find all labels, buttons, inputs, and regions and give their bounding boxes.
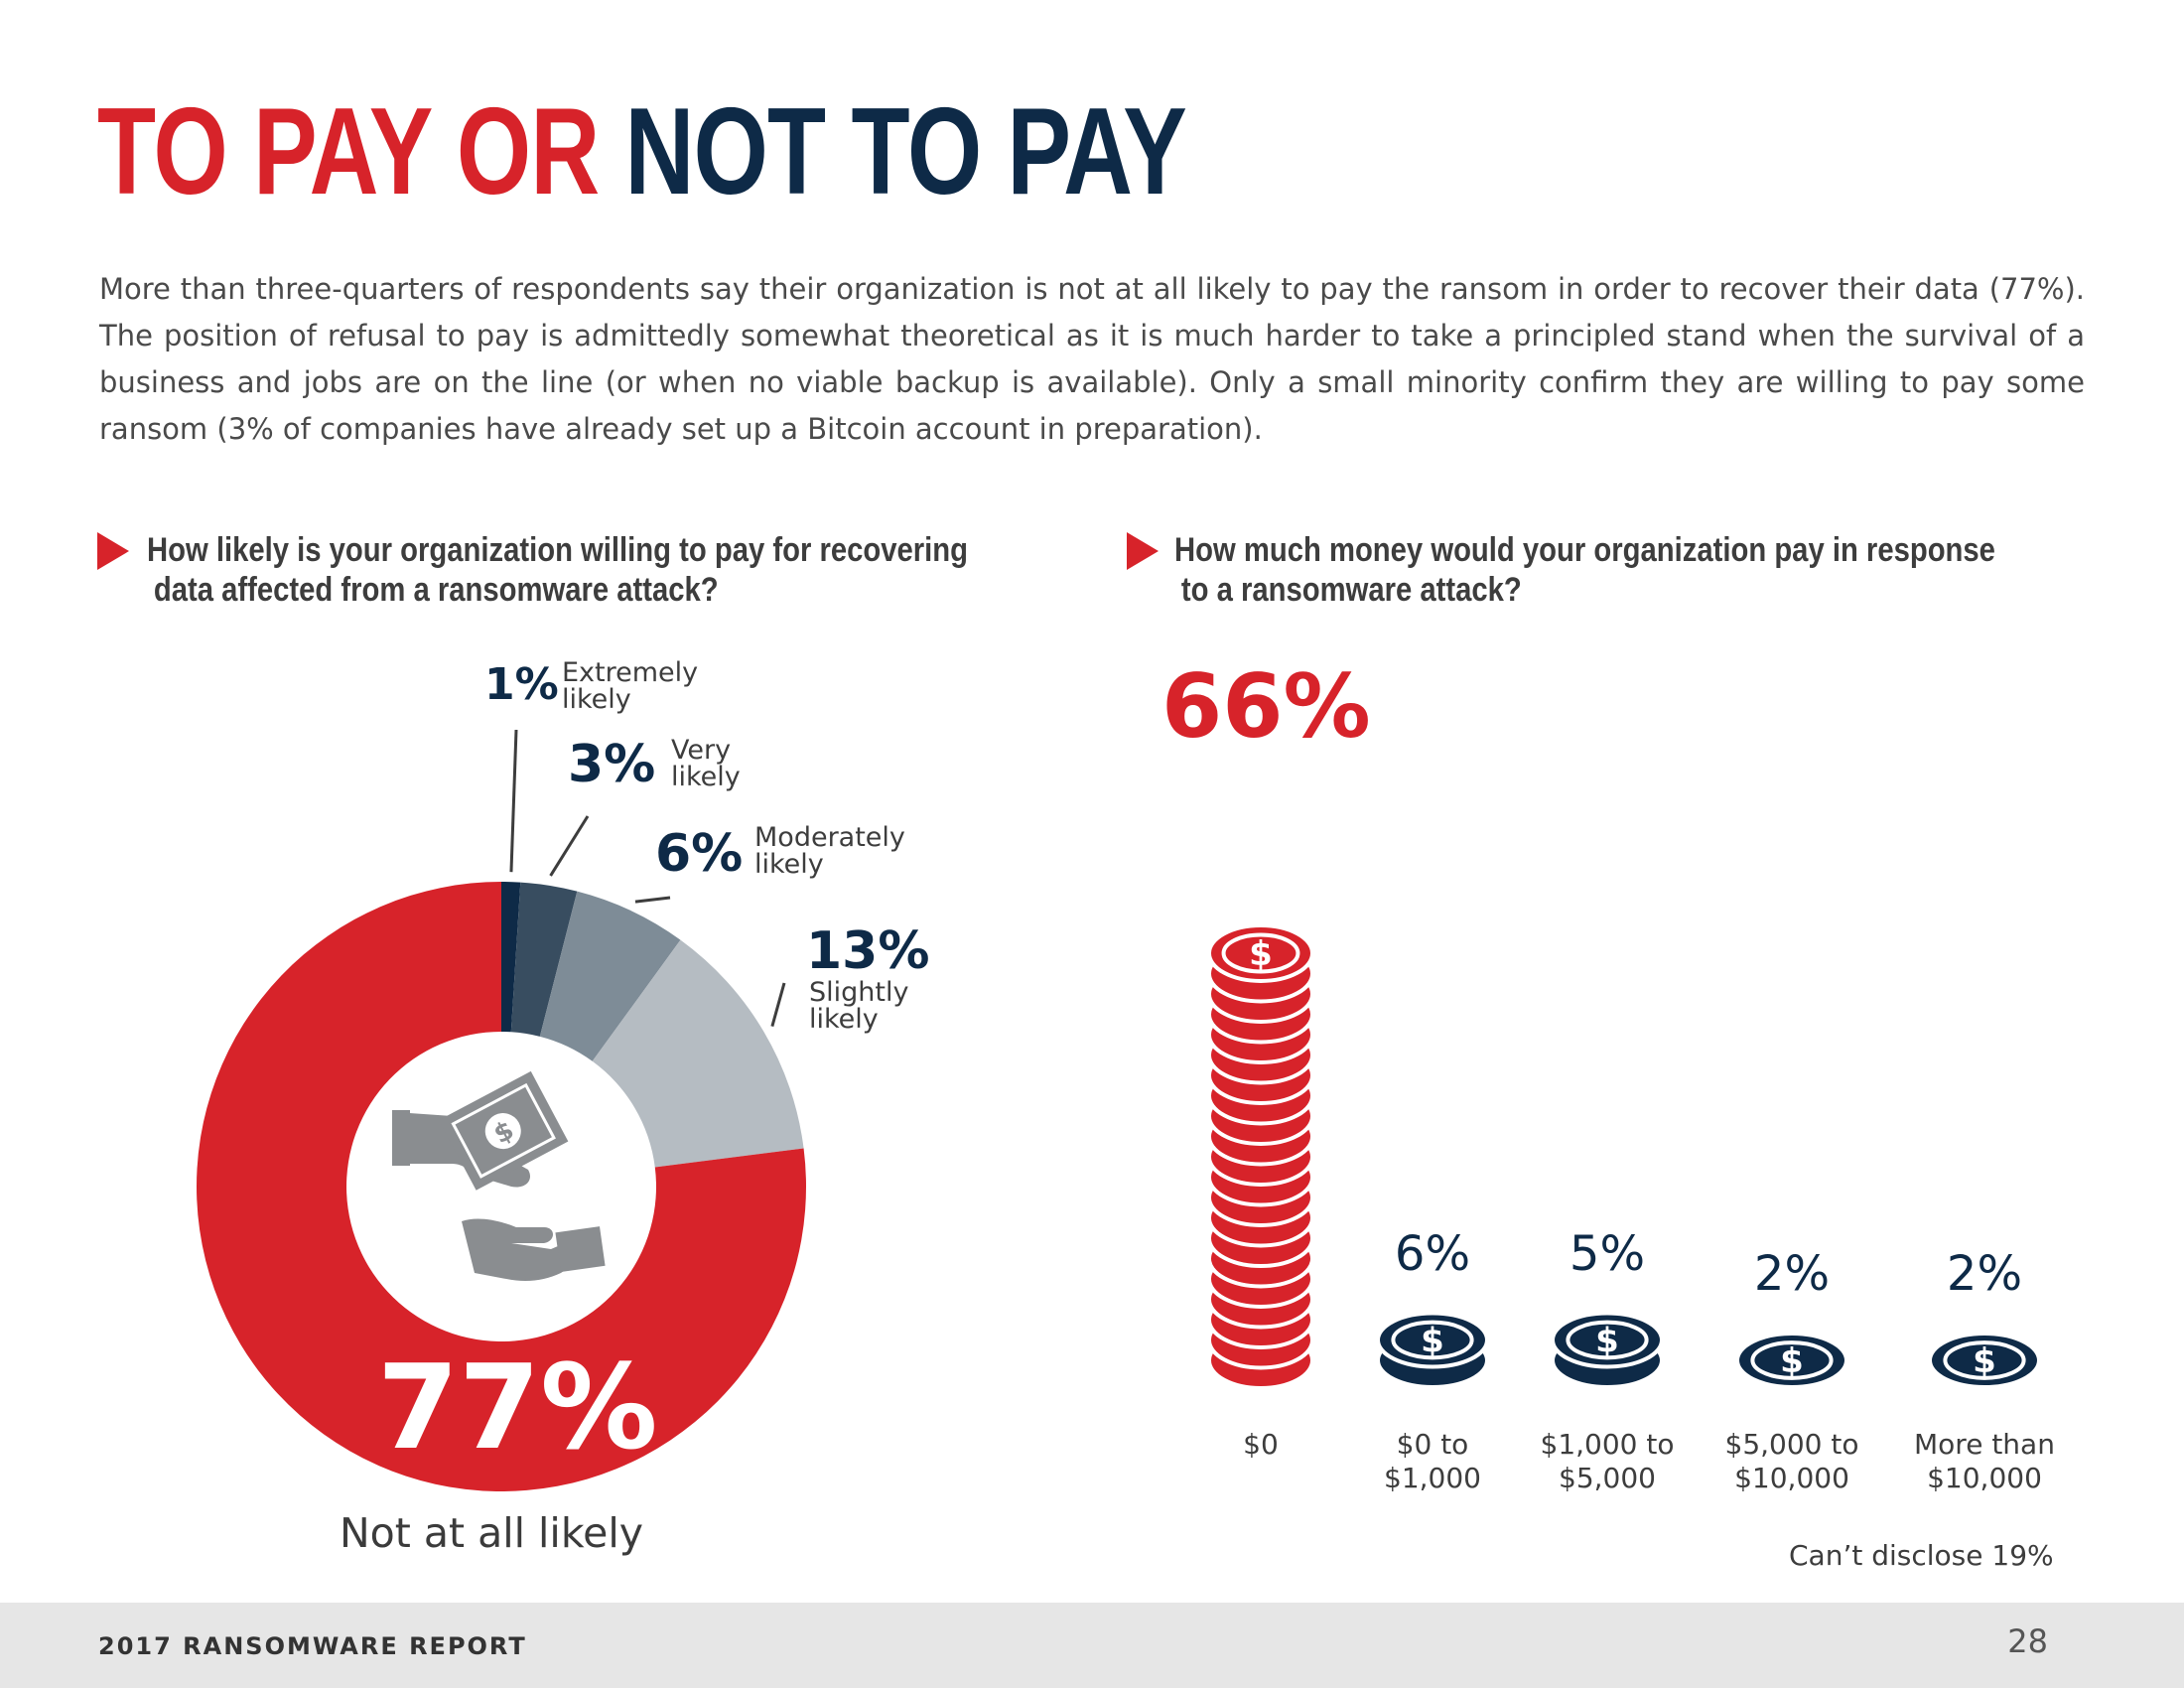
slice-pct-extremely: 1% (484, 659, 559, 710)
amount-coin-chart: $ $ $ $ $ (1207, 923, 2041, 1390)
bar-category-label: $1,000 to $5,000 (1540, 1428, 1675, 1494)
dollar-sign-icon: $ (1780, 1341, 1804, 1381)
coin-stack-2: $ (1551, 1311, 1664, 1389)
donut-slice-very-likely (510, 882, 578, 1037)
bar-category-label: More than $10,000 (1914, 1428, 2055, 1494)
cant-disclose-note: Can’t disclose 19% (1789, 1539, 2054, 1572)
likelihood-donut-chart: $ (196, 729, 806, 1491)
bar-pct-label: 2% (1753, 1246, 1831, 1302)
leader-line (549, 815, 590, 877)
bar-category-label: $0 (1243, 1428, 1279, 1461)
intro-paragraph: More than three-quarters of respondents … (99, 272, 2085, 446)
donut-slice-not-at-all-likely (196, 881, 806, 1491)
leader-line (509, 729, 518, 873)
leader-line (770, 982, 786, 1028)
triangle-bullet-icon (1127, 532, 1159, 570)
slice-pct-slightly: 13% (806, 921, 930, 981)
slice-label-extremely-line2: likely (562, 684, 631, 715)
question-amount-line2: to a ransomware attack? (1180, 571, 1522, 609)
slice-pct-very: 3% (568, 735, 656, 794)
slice-pct-not-at-all: 77% (377, 1338, 658, 1476)
footer-bar (0, 1603, 2184, 1688)
slice-label-moderately-line2: likely (754, 849, 824, 880)
dollar-sign-icon: $ (1595, 1322, 1619, 1361)
bar-pct-label: 66% (1161, 655, 1371, 758)
hands-money-icon: $ (392, 1070, 606, 1281)
coin-stack-0: $ (1207, 923, 1314, 1390)
coin-stacks: $ $ $ $ $ (1207, 923, 2041, 1390)
slice-label-extremely: Extremely likely (562, 659, 698, 713)
page-title: TO PAY OR NOT TO PAY (97, 77, 1187, 226)
bar-category-label: $5,000 to $10,000 (1724, 1428, 1859, 1494)
dollar-sign-icon: $ (1249, 934, 1273, 974)
slice-label-not-at-all: Not at all likely (340, 1509, 643, 1557)
slice-label-very-line1: Very (671, 735, 732, 766)
bar-pct-label: 6% (1394, 1225, 1471, 1282)
question-amount-line1: How much money would your organization p… (1174, 531, 1995, 569)
question-likelihood-line1: How likely is your organization willing … (147, 531, 968, 569)
slice-label-very-line2: likely (671, 762, 741, 792)
donut-slices (196, 881, 806, 1491)
triangle-bullet-icon (97, 532, 129, 570)
slice-label-very: Very likely (671, 737, 741, 790)
donut-slice-moderately-likely (539, 891, 681, 1061)
dollar-sign-icon: $ (1421, 1322, 1444, 1361)
donut-slice-slightly-likely (592, 939, 804, 1168)
slice-label-slightly-line2: likely (809, 1004, 879, 1035)
coin-stack-3: $ (1735, 1332, 1848, 1389)
slice-label-slightly-line1: Slightly (809, 977, 909, 1008)
page-number: 28 (2007, 1622, 2048, 1660)
footer-report-name: 2017 RANSOMWARE REPORT (98, 1632, 527, 1660)
bar-pct-label: 5% (1569, 1225, 1646, 1282)
slice-pct-moderately: 6% (655, 824, 744, 884)
slice-label-slightly: Slightly likely (809, 979, 908, 1033)
coin-stack-4: $ (1928, 1332, 2041, 1389)
question-likelihood-line2: data affected from a ransomware attack? (153, 571, 719, 609)
coin-stack-1: $ (1376, 1311, 1489, 1389)
bar-category-label: $0 to $1,000 (1384, 1428, 1481, 1494)
slice-label-moderately-line1: Moderately (754, 822, 905, 853)
slice-label-extremely-line1: Extremely (562, 657, 699, 688)
title-red-part: TO PAY OR (97, 83, 600, 220)
dollar-sign-icon: $ (1973, 1341, 1996, 1381)
question-amount: How much money would your organization p… (1174, 530, 1995, 610)
leader-line (634, 896, 671, 904)
donut-slice-extremely-likely (501, 882, 521, 1033)
question-likelihood: How likely is your organization willing … (147, 530, 968, 610)
slice-label-moderately: Moderately likely (754, 824, 905, 878)
title-navy-part: NOT TO PAY (624, 83, 1187, 220)
bar-pct-label: 2% (1946, 1246, 2023, 1302)
leader-lines (509, 729, 786, 1028)
